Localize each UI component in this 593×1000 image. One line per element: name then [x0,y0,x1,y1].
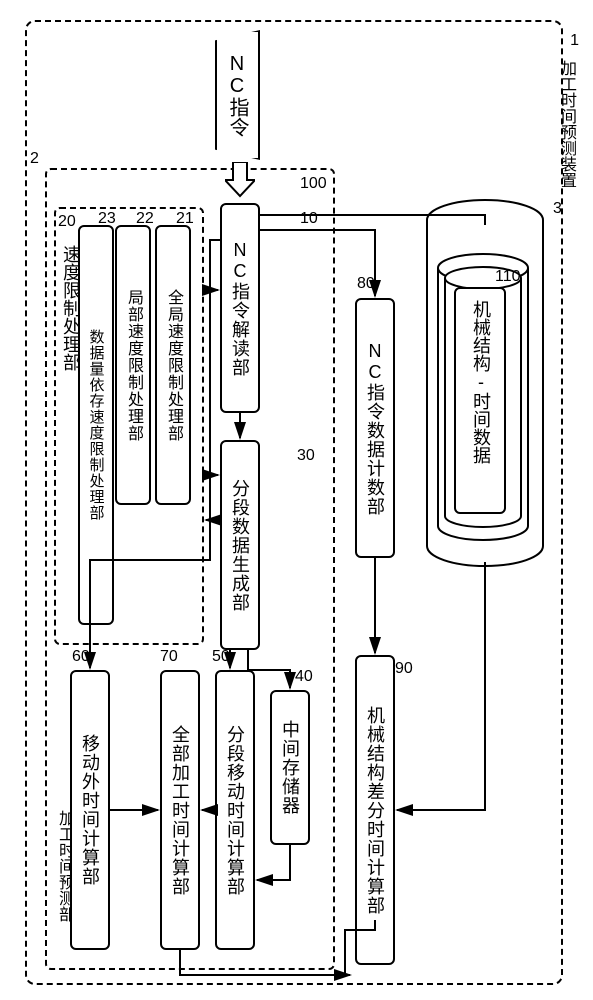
num-80: 80 [357,275,375,293]
box-global-speed: 全局速度限制处理部 [155,225,191,505]
num-3: 3 [553,200,562,218]
num-60: 60 [72,648,90,666]
num-30: 30 [297,447,315,465]
box-local-speed: 局部速度限制处理部 [115,225,151,505]
nc-command-banner: NC指令 [215,30,260,160]
box-mid-store: 中间存储器 [270,690,310,845]
num-10: 10 [300,210,318,228]
box-total-time: 全部加工时间计算部 [160,670,200,950]
db-label: 机械结构-时间数据 [468,300,494,464]
box-seg-time: 分段移动时间计算部 [215,670,255,950]
num-100: 100 [300,175,327,193]
outer-label: 加工时间预测装置 [554,60,578,188]
num-110: 110 [495,268,521,286]
num-90: 90 [395,660,413,678]
num-2: 2 [30,150,39,168]
box-nc-reader: NC指令解读部 [220,203,260,413]
num-21: 21 [176,210,194,228]
box-mech-diff: 机械结构差分时间计算部 [355,655,395,965]
num-50: 50 [212,648,230,666]
num-1: 1 [570,32,579,50]
box-data-speed: 数据量依存速度限制处理部 [78,225,114,625]
num-40: 40 [295,668,313,686]
num-70: 70 [160,648,178,666]
num-20: 20 [58,213,76,231]
box-seg-gen: 分段数据生成部 [220,440,260,650]
nc-arrow-icon [225,162,255,198]
box-nc-counter: NC指令数据计数部 [355,298,395,558]
box-nonmove-time: 移动外时间计算部 [70,670,110,950]
num-22: 22 [136,210,154,228]
nc-banner-text: NC指令 [223,53,252,137]
num-23: 23 [98,210,116,228]
